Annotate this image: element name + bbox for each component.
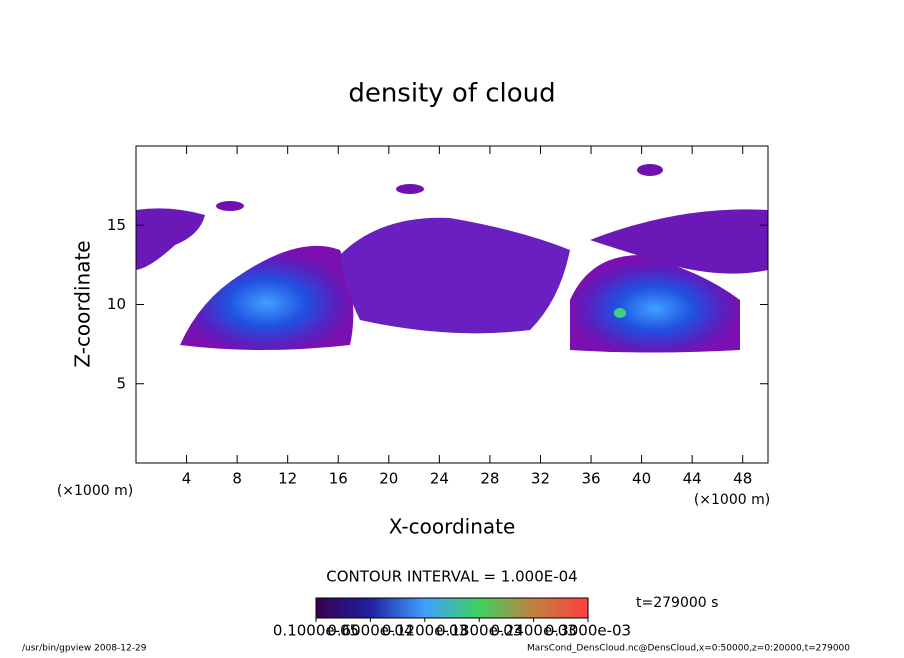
contour-interval: CONTOUR INTERVAL = 1.000E-04 (326, 568, 577, 586)
cloud-field (136, 164, 768, 353)
x-unit-label: (×1000 m) (57, 483, 133, 499)
x-tick-label: 12 (278, 470, 297, 488)
x-tick-label: 32 (531, 470, 550, 488)
colorbar-tick-label: 0.1800e-03 (436, 622, 522, 640)
x-tick-label: 24 (430, 470, 449, 488)
x-tick-label: 20 (379, 470, 398, 488)
y-tick-label: 15 (107, 216, 126, 234)
y-tick-label: 5 (116, 374, 126, 392)
x-tick-label: 16 (329, 470, 348, 488)
x-tick-label: 4 (182, 470, 192, 488)
y-axis-label: Z-coordinate (71, 240, 95, 367)
chart-title: density of cloud (348, 79, 555, 109)
colorbar-tick-label: 0.1200e-03 (382, 622, 468, 640)
time-label: t=279000 s (636, 595, 718, 611)
footer-left: /usr/bin/gpview 2008-12-29 (22, 644, 147, 654)
x-unit-label: (×1000 m) (694, 492, 770, 508)
colorbar-tick-label: 0.1000e-05 (273, 622, 359, 640)
x-tick-label: 44 (683, 470, 702, 488)
footer-right: MarsCond_DensCloud.nc@DensCloud,x=0:5000… (527, 644, 850, 654)
x-axis-label: X-coordinate (389, 515, 516, 539)
x-tick-label: 36 (581, 470, 600, 488)
colorbar (315, 597, 589, 619)
x-tick-label: 28 (480, 470, 499, 488)
y-tick-label: 10 (107, 295, 126, 313)
x-tick-label: 48 (733, 470, 752, 488)
colorbar-tick-label: 0.6000e-04 (327, 622, 413, 640)
colorbar-tick-label: 0.2400e-03 (490, 622, 576, 640)
x-tick-label: 40 (632, 470, 651, 488)
x-tick-label: 8 (232, 470, 242, 488)
colorbar-tick-label: 0.3000e-03 (545, 622, 631, 640)
